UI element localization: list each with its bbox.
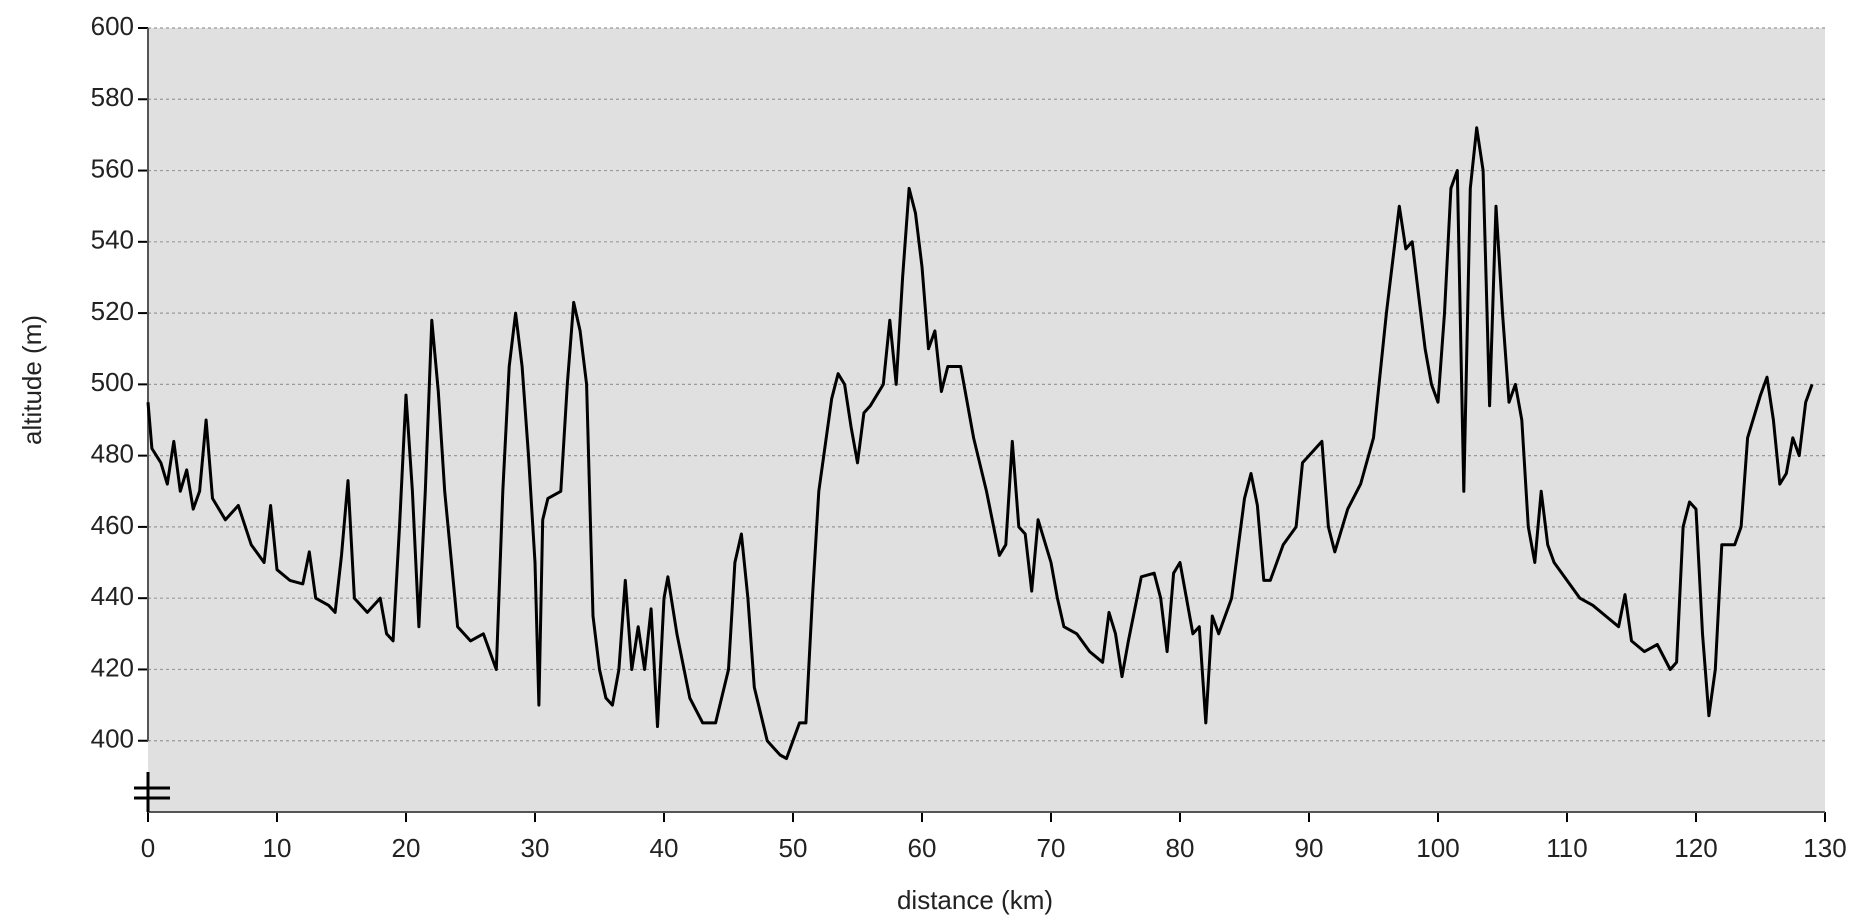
x-tick-label: 120 xyxy=(1674,833,1717,863)
x-tick-label: 0 xyxy=(141,833,155,863)
x-tick-label: 100 xyxy=(1416,833,1459,863)
x-tick-label: 80 xyxy=(1166,833,1195,863)
y-tick-label: 520 xyxy=(91,296,134,326)
y-tick-label: 540 xyxy=(91,225,134,255)
line xyxy=(146,126,1814,760)
x-tick-label: 10 xyxy=(263,833,292,863)
x-tick-label: 110 xyxy=(1546,833,1587,863)
x-tick-label: 70 xyxy=(1037,833,1066,863)
y-axis-label: altitude (m) xyxy=(17,315,47,445)
y-tick-label: 500 xyxy=(91,367,134,397)
y-tick-label: 600 xyxy=(91,11,134,41)
x-tick-label: 30 xyxy=(521,833,550,863)
x-tick-label: 60 xyxy=(908,833,937,863)
x-tick-label: 20 xyxy=(392,833,421,863)
x-tick-label: 40 xyxy=(650,833,679,863)
y-tick-label: 400 xyxy=(91,724,134,754)
x-tick-label: 130 xyxy=(1803,833,1846,863)
x-axis-label: distance (km) xyxy=(897,885,1053,915)
y-tick-label: 440 xyxy=(91,581,134,611)
y-tick-label: 460 xyxy=(91,510,134,540)
y-tick-label: 580 xyxy=(91,82,134,112)
y-tick-label: 560 xyxy=(91,153,134,183)
y-tick-label: 480 xyxy=(91,439,134,469)
x-tick-label: 90 xyxy=(1295,833,1324,863)
plot-area xyxy=(148,28,1825,812)
x-tick-label: 50 xyxy=(779,833,808,863)
y-tick-label: 420 xyxy=(91,652,134,682)
